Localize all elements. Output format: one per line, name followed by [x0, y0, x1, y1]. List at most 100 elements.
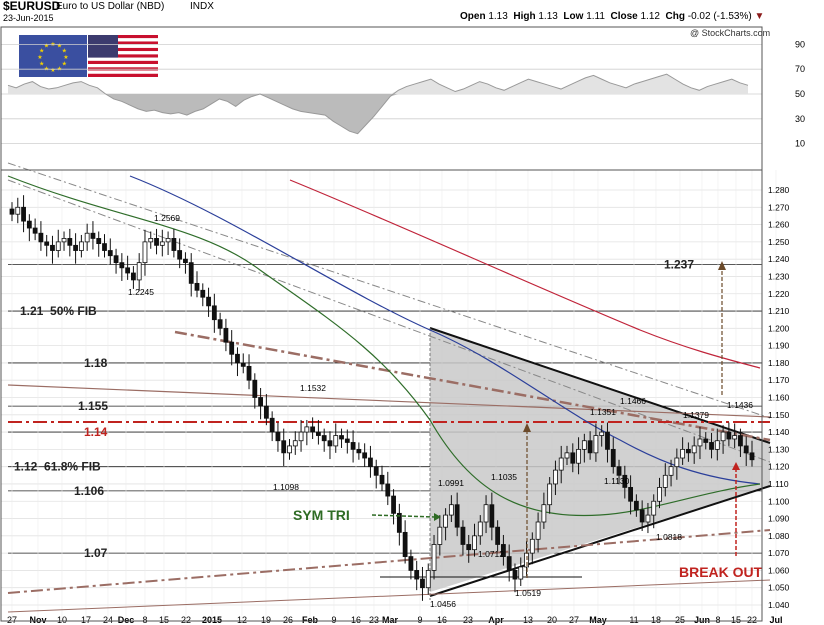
- price-bar: [703, 438, 709, 443]
- data-label: 1.1130: [604, 476, 630, 486]
- price-bar: [84, 232, 90, 243]
- ma-200: [129, 175, 761, 485]
- price-tick-label: 1.250: [768, 237, 790, 247]
- price-bar: [541, 504, 547, 523]
- data-label: 1.1351: [590, 407, 616, 417]
- price-bar: [529, 538, 535, 554]
- close-value: 1.12: [640, 11, 660, 22]
- price-bar: [67, 238, 73, 246]
- price-bar: [483, 504, 489, 523]
- star-icon: ★: [44, 65, 49, 72]
- indicator-tick-label: 30: [795, 114, 805, 124]
- price-tick-label: 1.210: [768, 306, 790, 316]
- price-bar: [553, 469, 558, 485]
- price-bar: [188, 262, 194, 284]
- price-y-axis: 1.040 1.050 1.060 1.070 1.080 1.090 1.100 1.110…: [768, 185, 790, 610]
- indicator-oversold-fill: [8, 94, 748, 134]
- price-bar: [15, 206, 21, 215]
- exchange: INDX: [190, 1, 214, 12]
- price-tick-label: 1.220: [768, 289, 790, 299]
- x-tick-label: 8: [715, 615, 720, 625]
- star-icon: ★: [39, 48, 44, 55]
- price-bar: [107, 250, 113, 257]
- price-bar: [385, 483, 391, 497]
- ma-50: [7, 175, 761, 517]
- x-tick-label: 17: [81, 615, 91, 625]
- indicator-series-line: [7, 73, 749, 135]
- price-bar: [373, 466, 379, 476]
- annotation-sym-tri: SYM TRI: [293, 507, 350, 523]
- flag-stripe: [88, 47, 158, 52]
- price-bar: [44, 241, 50, 246]
- price-bar: [518, 566, 524, 580]
- x-tick-label: 2015: [202, 615, 222, 625]
- price-bar: [131, 272, 136, 281]
- x-tick-label: 13: [523, 615, 533, 625]
- flag-stripe: [88, 73, 158, 77]
- x-tick-label: 9: [331, 615, 336, 625]
- price-bar: [298, 431, 304, 442]
- x-tick-label: 23: [369, 615, 379, 625]
- indicator-overbought-fill: [8, 74, 748, 94]
- price-bar: [680, 448, 686, 459]
- close-label: Close: [610, 11, 638, 22]
- x-tick-label: 22: [747, 615, 757, 625]
- trend-line: [7, 384, 771, 418]
- low-value: 1.11: [586, 11, 605, 22]
- plot-frame: [0, 26, 763, 622]
- price-bar: [662, 474, 668, 488]
- price-bar: [726, 431, 732, 440]
- x-tick-label: 16: [351, 615, 361, 625]
- x-tick-label: Dec: [118, 615, 135, 625]
- data-label: 1.0456: [430, 599, 456, 609]
- star-icon: ★: [63, 54, 68, 61]
- triangle-upper-edge: [429, 327, 771, 444]
- flag-stripe: [88, 44, 158, 48]
- price-bar: [368, 457, 373, 468]
- annotations: SYM TRI BREAK OUT: [293, 261, 763, 580]
- triangle-lower-edge: [429, 485, 771, 597]
- x-tick-label: Feb: [302, 615, 319, 625]
- price-bar: [743, 445, 749, 454]
- data-label: 1.1098: [273, 482, 299, 492]
- star-icon: ★: [39, 61, 44, 68]
- x-tick-label: 10: [57, 615, 67, 625]
- price-tick-label: 1.110: [768, 479, 789, 489]
- x-tick-label: 22: [181, 615, 191, 625]
- data-label: 1.1035: [491, 472, 517, 482]
- price-bar: [691, 445, 697, 454]
- price-tick-label: 1.160: [768, 393, 790, 403]
- moving-averages: [7, 175, 761, 517]
- price-bar: [633, 500, 639, 511]
- price-bar: [344, 438, 350, 443]
- open-value: 1.13: [488, 11, 508, 22]
- price-bar: [599, 431, 605, 436]
- price-bar: [472, 535, 477, 551]
- price-bar: [217, 319, 223, 329]
- price-bar: [316, 431, 321, 436]
- price-bar: [749, 452, 755, 461]
- price-bar: [420, 578, 425, 589]
- price-tick-label: 1.100: [768, 496, 790, 506]
- level-label: 1.21 50% FIB: [20, 304, 97, 318]
- x-tick-label: 25: [675, 615, 685, 625]
- us-flag: [88, 35, 158, 77]
- price-bar: [327, 440, 333, 447]
- x-tick-label: 18: [651, 615, 661, 625]
- symmetrical-triangle: [429, 327, 771, 600]
- price-bar: [350, 442, 356, 450]
- price-bar: [177, 250, 183, 260]
- star-icon: ★: [62, 61, 67, 68]
- x-tick-label: May: [589, 615, 607, 625]
- price-bar: [581, 440, 587, 450]
- x-tick-label: 12: [237, 615, 247, 625]
- flag-stripe: [88, 35, 158, 39]
- annotation-arrow-line: [371, 514, 435, 518]
- price-grid: [1, 170, 777, 620]
- price-bar: [443, 514, 448, 528]
- indicator-tick-label: 50: [795, 89, 805, 99]
- indicator-y-axis: 10 30 50 70 90: [795, 39, 805, 148]
- price-bar: [246, 365, 252, 381]
- price-bar: [252, 379, 258, 398]
- price-bar: [148, 238, 154, 243]
